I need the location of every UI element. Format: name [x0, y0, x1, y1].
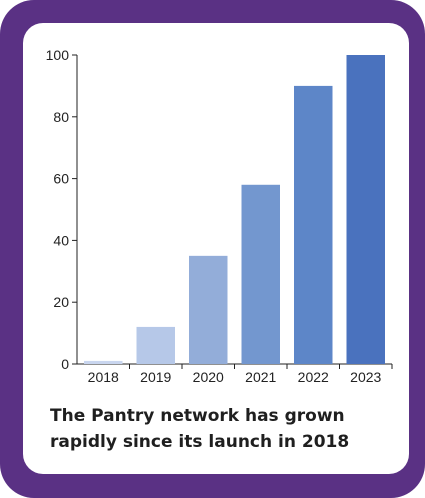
bar-2021 [241, 184, 280, 364]
y-tick-label: 20 [53, 294, 69, 310]
x-tick-label: 2021 [245, 369, 276, 385]
bar-2023 [346, 55, 385, 364]
y-tick-label: 40 [53, 232, 69, 248]
chart-card [23, 23, 409, 474]
x-tick-label: 2023 [350, 369, 381, 385]
y-tick-label: 60 [53, 171, 69, 187]
y-tick-label: 0 [61, 356, 69, 372]
chart-caption: The Pantry network has grown rapidly sin… [50, 403, 390, 455]
x-tick-label: 2018 [88, 369, 119, 385]
x-tick-label: 2019 [140, 369, 171, 385]
bar-2022 [294, 85, 333, 365]
bar-2018 [84, 360, 123, 364]
caption-line-2: rapidly since its launch in 2018 [50, 432, 350, 452]
y-tick-label: 100 [46, 47, 70, 63]
x-tick-label: 2022 [298, 369, 329, 385]
bar-2020 [189, 255, 228, 364]
x-tick-label: 2020 [193, 369, 224, 385]
caption-line-1: The Pantry network has grown [50, 406, 345, 426]
bar-2019 [136, 326, 175, 364]
y-tick-label: 80 [53, 109, 69, 125]
